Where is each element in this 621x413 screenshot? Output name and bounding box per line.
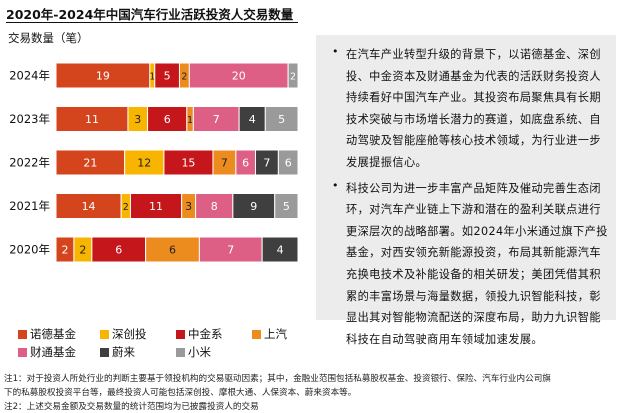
bar-segment	[91, 236, 147, 263]
legend-label: 深创投	[112, 327, 147, 341]
legend-item: 诺德基金	[18, 326, 100, 342]
data-label: 15	[181, 157, 195, 170]
legend-swatch	[18, 347, 27, 357]
footnote-line: 下的私募股权投资平台等，最终投资人可能包括深创投、摩根大通、人保资本、蔚来资本等…	[4, 388, 357, 398]
chart-legend: 诺德基金 深创投 中金系 上汽财通基金 蔚来 小米	[18, 326, 298, 360]
data-label: 12	[137, 157, 151, 170]
commentary-text: 在汽车产业转型升级的背景下，以诺德基金、深创投、中金资本及财通基金为代表的活跃财…	[346, 48, 601, 169]
bar-segment	[287, 62, 299, 89]
legend-swatch	[176, 347, 185, 357]
bar-segment	[232, 193, 276, 219]
data-label: 5	[164, 70, 171, 83]
data-label: 4	[249, 113, 256, 126]
data-label: 2	[79, 244, 86, 257]
data-label: 7	[263, 157, 270, 170]
bar-segment	[274, 193, 299, 219]
data-label: 5	[283, 200, 290, 213]
commentary-text: 科技公司为进一步丰富产品矩阵及催动完善生态闭环，对汽车产业链上下游和潜在的盈利关…	[346, 181, 608, 346]
units-label: 交易数量（笔）	[8, 31, 89, 45]
data-label: 7	[221, 157, 228, 170]
bar-segment	[264, 106, 299, 132]
legend-item: 深创投	[100, 326, 176, 342]
legend-item: 蔚来	[100, 344, 176, 360]
bar-segment	[195, 193, 234, 219]
data-label: 20	[232, 70, 246, 83]
legend-item: 财通基金	[18, 344, 100, 360]
bar-segment	[147, 106, 188, 132]
legend-item: 上汽	[252, 326, 298, 342]
data-label: 19	[96, 70, 110, 83]
legend-label: 上汽	[264, 327, 287, 341]
category-label: 2023年	[9, 112, 50, 126]
title-underline	[6, 22, 298, 23]
data-label: 11	[149, 200, 163, 213]
data-label: 8	[211, 200, 218, 213]
data-label: 11	[85, 113, 99, 126]
data-label: 6	[169, 244, 176, 257]
bar-segment	[55, 149, 126, 176]
data-label: 3	[185, 200, 192, 213]
bar-segment	[55, 62, 151, 89]
data-label: 6	[115, 244, 122, 257]
legend-label: 财通基金	[30, 345, 76, 359]
data-label: 4	[277, 244, 284, 257]
bullet-dot-icon: •	[332, 178, 339, 192]
data-label: 6	[164, 113, 171, 126]
commentary-bullet: • 科技公司为进一步丰富产品矩阵及催动完善生态闭环，对汽车产业链上下游和潜在的盈…	[330, 177, 608, 350]
footnote-line: 注1：对于投资人所处行业的判断主要基于领投机构的交易驱动因素；其中，金融业范围包…	[4, 374, 551, 384]
legend-item: 小米	[176, 344, 252, 360]
category-label: 2024年	[9, 69, 50, 83]
bar-segment	[261, 236, 299, 263]
bar-segment	[238, 106, 266, 132]
bar-segment	[129, 193, 183, 219]
bar-segment	[188, 62, 289, 89]
data-label: 2	[181, 72, 187, 83]
data-label: 1	[187, 115, 193, 126]
bar-segment	[145, 236, 200, 263]
data-label: 6	[285, 157, 292, 170]
legend-label: 诺德基金	[30, 327, 76, 341]
legend-swatch	[18, 329, 27, 339]
data-label: 9	[250, 200, 257, 213]
footnote-line: 注2：上述交易金额及交易数量的统计范围均为已披露投资人的交易	[4, 402, 259, 412]
legend-swatch	[176, 329, 185, 339]
category-label: 2020年	[9, 243, 50, 257]
legend-swatch	[100, 347, 109, 357]
data-label: 2	[61, 244, 68, 257]
category-label: 2021年	[9, 199, 50, 213]
commentary-bullet: • 在汽车产业转型升级的背景下，以诺德基金、深创投、中金资本及财通基金为代表的活…	[330, 43, 608, 173]
legend-item: 中金系	[176, 326, 252, 342]
legend-swatch	[252, 329, 261, 339]
legend-label: 中金系	[188, 327, 223, 341]
data-label: 1	[149, 72, 155, 83]
legend-swatch	[100, 329, 109, 339]
commentary-panel: • 在汽车产业转型升级的背景下，以诺德基金、深创投、中金资本及财通基金为代表的活…	[316, 35, 616, 346]
bar-segment	[163, 149, 214, 176]
data-label: 21	[83, 157, 97, 170]
data-label: 6	[242, 157, 249, 170]
data-label: 14	[82, 200, 96, 213]
bullet-dot-icon: •	[332, 45, 339, 58]
data-label: 3	[134, 113, 141, 126]
category-label: 2022年	[9, 156, 50, 170]
data-label: 2	[123, 202, 129, 213]
commentary-list: • 在汽车产业转型升级的背景下，以诺德基金、深创投、中金资本及财通基金为代表的活…	[316, 35, 616, 349]
bar-segment	[55, 106, 129, 132]
data-label: 5	[278, 113, 285, 126]
legend-label: 小米	[188, 345, 211, 359]
bar-segment	[277, 149, 299, 176]
legend-label: 蔚来	[112, 345, 135, 359]
chart-title: 2020年-2024年中国汽车行业活跃投资人交易数量	[6, 7, 294, 22]
data-label: 7	[213, 113, 220, 126]
bar-segment	[198, 236, 263, 263]
data-label: 2	[290, 72, 296, 83]
data-label: 7	[227, 244, 234, 257]
